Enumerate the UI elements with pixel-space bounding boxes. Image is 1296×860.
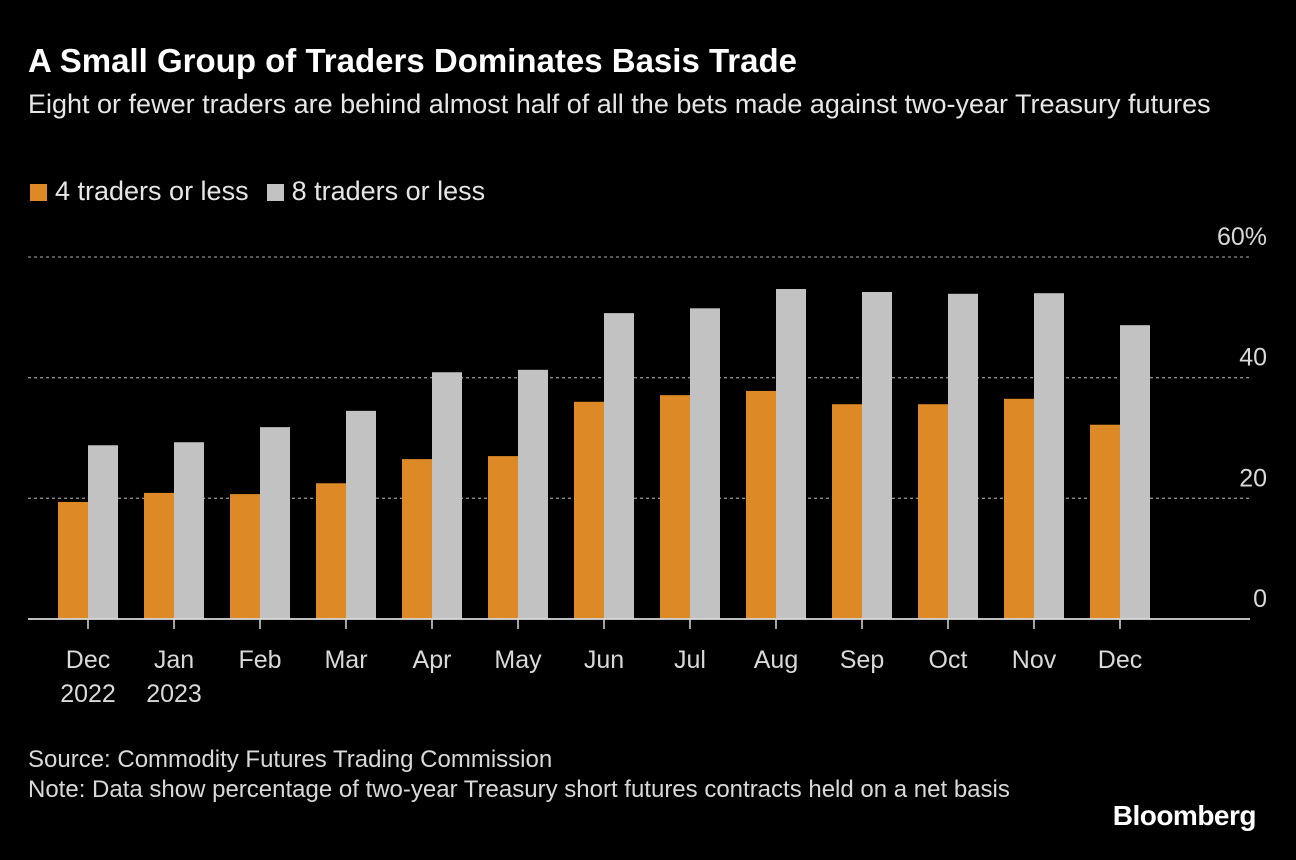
- footnotes: Source: Commodity Futures Trading Commis…: [28, 745, 1028, 805]
- legend-swatch: [30, 184, 47, 201]
- bar-8-traders: [174, 442, 204, 619]
- x-tick-label: Dec: [1098, 646, 1142, 674]
- x-tick-label: Mar: [324, 646, 367, 674]
- chart-title: A Small Group of Traders Dominates Basis…: [28, 42, 798, 79]
- bar-4-traders: [574, 401, 604, 619]
- bar-4-traders: [1090, 424, 1120, 619]
- bar-4-traders: [144, 492, 174, 619]
- y-tick-label: 60%: [1217, 223, 1267, 251]
- chart-subtitle: Eight or fewer traders are behind almost…: [28, 89, 1211, 119]
- x-tick-label: Jan: [154, 646, 194, 674]
- bar-8-traders: [432, 372, 462, 619]
- bar-8-traders: [776, 288, 806, 619]
- bar-8-traders: [1120, 325, 1150, 619]
- bar-8-traders: [518, 369, 548, 619]
- bar-8-traders: [1034, 293, 1064, 619]
- x-tick-label: Apr: [413, 646, 452, 674]
- bar-8-traders: [690, 308, 720, 619]
- bar-4-traders: [58, 501, 88, 619]
- bar-8-traders: [862, 291, 892, 619]
- bar-4-traders: [316, 483, 346, 619]
- x-tick-label: 2023: [146, 680, 202, 708]
- x-tick-label: Sep: [840, 646, 884, 674]
- bar-8-traders: [948, 293, 978, 619]
- bar-4-traders: [230, 494, 260, 619]
- bar-4-traders: [1004, 398, 1034, 619]
- bar-8-traders: [260, 427, 290, 619]
- x-tick-label: 2022: [60, 680, 116, 708]
- x-tick-label: Jun: [584, 646, 624, 674]
- x-tick-label: Dec: [66, 646, 110, 674]
- bar-4-traders: [832, 404, 862, 619]
- y-tick-label: 40: [1239, 344, 1267, 372]
- legend-label: 4 traders or less: [55, 176, 249, 206]
- x-tick-label: Aug: [754, 646, 798, 674]
- note-text: Note: Data show percentage of two-year T…: [28, 776, 1010, 803]
- legend-label: 8 traders or less: [291, 176, 486, 206]
- bloomberg-logo: Bloomberg: [1112, 800, 1257, 831]
- x-tick-label: Jul: [674, 646, 706, 674]
- bar-8-traders: [604, 313, 634, 619]
- bar-4-traders: [402, 459, 432, 619]
- x-tick-label: Nov: [1012, 646, 1057, 674]
- x-tick-label: May: [494, 646, 542, 674]
- bar-4-traders: [488, 456, 518, 619]
- bar-8-traders: [346, 410, 376, 619]
- bar-4-traders: [660, 395, 690, 619]
- legend: 4 traders or less 8 traders or less: [30, 176, 485, 207]
- x-tick-label: Oct: [929, 646, 968, 674]
- bar-8-traders: [88, 445, 118, 619]
- legend-swatch: [266, 184, 284, 201]
- legend-item-8-traders: 8 traders or less: [266, 176, 486, 207]
- legend-item-4-traders: 4 traders or less: [30, 176, 249, 207]
- y-tick-label: 20: [1239, 464, 1267, 492]
- source-text: Source: Commodity Futures Trading Commis…: [28, 746, 553, 773]
- x-tick-label: Feb: [238, 646, 281, 674]
- y-tick-label: 0: [1253, 585, 1267, 613]
- bar-4-traders: [746, 390, 776, 619]
- bar-4-traders: [918, 404, 948, 619]
